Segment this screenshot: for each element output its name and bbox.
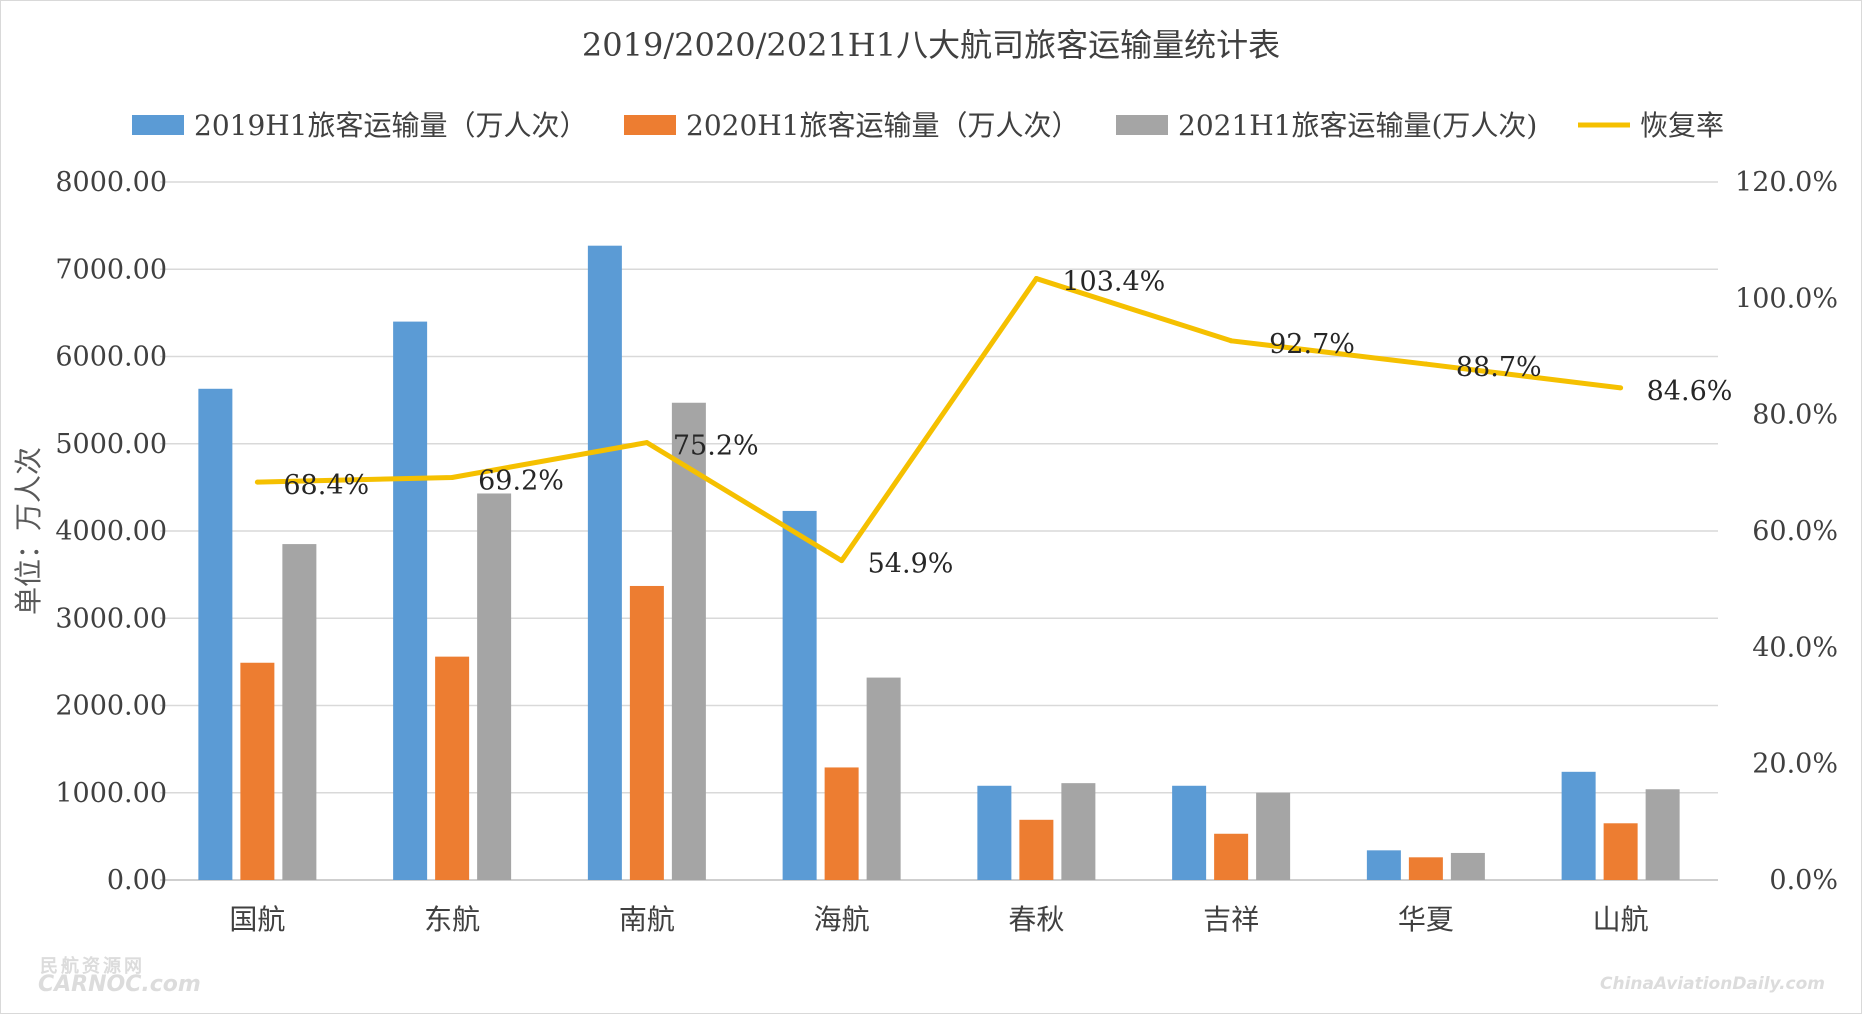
bar-1	[1172, 785, 1207, 880]
x-tick-label: 国航	[229, 903, 285, 936]
recovery-point	[1033, 276, 1039, 282]
y-tick-label: 5000.00	[55, 429, 167, 460]
x-tick-label: 东航	[424, 903, 480, 936]
data-label: 88.7%	[1456, 352, 1542, 383]
bar-3	[1256, 792, 1291, 880]
data-label: 75.2%	[673, 431, 759, 462]
data-label: 54.9%	[868, 549, 954, 580]
bar-2	[1603, 823, 1638, 880]
bar-3	[671, 402, 706, 880]
legend-label: 2021H1旅客运输量(万人次)	[1178, 109, 1537, 142]
y2-tick-label: 60.0%	[1752, 516, 1838, 547]
bar-1	[782, 510, 817, 880]
bar-2	[240, 662, 275, 880]
x-tick-label: 海航	[814, 903, 870, 936]
recovery-point	[644, 440, 650, 446]
watermark-carnoc: CARNOC.com	[38, 972, 201, 997]
recovery-point	[449, 474, 455, 480]
bar-1	[977, 785, 1012, 880]
y2-tick-label: 120.0%	[1735, 167, 1838, 198]
x-tick-label: 春秋	[1008, 903, 1064, 936]
recovery-point	[1423, 361, 1429, 367]
bar-2	[824, 767, 859, 880]
x-tick-label: 华夏	[1398, 903, 1454, 936]
bar-2	[1214, 833, 1249, 880]
data-label: 68.4%	[283, 470, 369, 501]
y-tick-label: 4000.00	[55, 516, 167, 547]
bar-1	[198, 388, 233, 880]
watermark-cn: 民航资源网	[40, 956, 145, 977]
legend-swatch-2	[624, 115, 676, 135]
y-tick-label: 0.00	[107, 865, 167, 896]
y-tick-label: 2000.00	[55, 691, 167, 722]
bar-1	[587, 245, 622, 880]
y-tick-label: 6000.00	[55, 342, 167, 373]
chart-title: 2019/2020/2021H1八大航司旅客运输量统计表	[582, 26, 1280, 64]
bar-2	[629, 585, 664, 880]
legend-swatch-1	[132, 115, 184, 135]
bar-1	[1366, 850, 1401, 880]
bar-2	[1019, 819, 1054, 880]
recovery-line	[257, 276, 1621, 564]
data-label: 103.4%	[1062, 267, 1165, 298]
bar-1	[1561, 771, 1596, 880]
bar-1	[393, 321, 428, 881]
y2-tick-label: 80.0%	[1752, 400, 1838, 431]
bar-3	[1645, 789, 1680, 880]
y2-tick-label: 20.0%	[1752, 749, 1838, 780]
data-label: 92.7%	[1269, 329, 1355, 360]
bar-2	[435, 656, 470, 880]
recovery-point	[1228, 338, 1234, 344]
bar-3	[477, 493, 512, 880]
x-tick-label: 山航	[1593, 903, 1649, 936]
bar-3	[1061, 783, 1096, 880]
y-tick-label: 1000.00	[55, 778, 167, 809]
y2-tick-label: 100.0%	[1735, 283, 1838, 314]
y-tick-label: 7000.00	[55, 254, 167, 285]
legend-label: 2020H1旅客运输量（万人次）	[686, 109, 1080, 142]
bar-3	[282, 544, 317, 880]
x-tick-label: 南航	[619, 903, 675, 936]
y2-tick-label: 0.0%	[1769, 865, 1838, 896]
legend-label: 2019H1旅客运输量（万人次）	[194, 109, 588, 142]
bar-2	[1408, 857, 1443, 880]
y2-tick-label: 40.0%	[1752, 632, 1838, 663]
y-axis-title: 单位：万人次	[12, 447, 45, 615]
y-tick-label: 3000.00	[55, 603, 167, 634]
bar-3	[1450, 852, 1485, 880]
data-label: 69.2%	[478, 465, 564, 496]
recovery-point	[1618, 385, 1624, 391]
bar-3	[866, 677, 901, 880]
watermark-chinaaviationdaily: ChinaAviationDaily.com	[1600, 974, 1826, 994]
legend-label: 恢复率	[1640, 109, 1724, 142]
x-tick-label: 吉祥	[1203, 903, 1259, 936]
legend-swatch-3	[1116, 115, 1168, 135]
recovery-point	[254, 479, 260, 485]
y-tick-label: 8000.00	[55, 167, 167, 198]
recovery-point	[839, 558, 845, 564]
data-label: 84.6%	[1647, 376, 1733, 407]
